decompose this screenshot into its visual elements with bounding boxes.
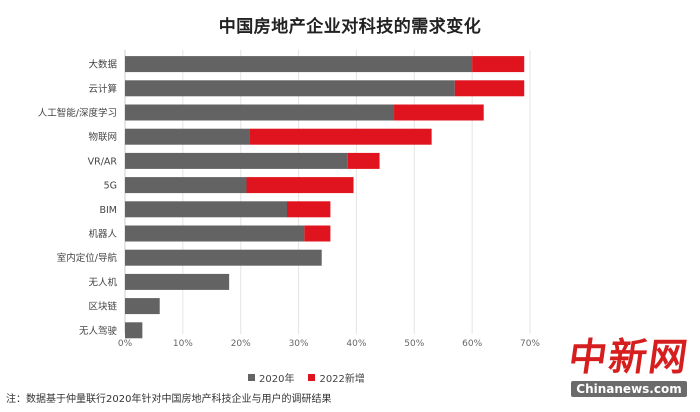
bar-2020 — [125, 104, 395, 121]
bar-2020 — [125, 56, 473, 73]
bar-2020 — [125, 152, 348, 169]
y-tick-label: 物联网 — [88, 131, 117, 143]
watermark-url: Chinanews.com — [571, 381, 687, 397]
x-tick-label: 10% — [173, 339, 193, 349]
watermark: 中新网 Chinanews.com — [565, 334, 693, 406]
x-tick-label: 60% — [462, 339, 482, 349]
y-tick-label: 云计算 — [88, 83, 117, 95]
y-tick-label: 机器人 — [88, 228, 117, 240]
legend-swatch-2022 — [308, 374, 316, 381]
legend-item-2022: 2022新增 — [308, 370, 365, 385]
y-tick-label: BIM — [99, 205, 117, 216]
bar-2022-added — [249, 128, 432, 145]
bar-2022-added — [304, 225, 331, 242]
bar-chart: 0% 10% 20% 30% 40% 50% 60% 70% 大数据云计算人工智能/深度学习物联… — [38, 50, 540, 349]
bar-2020 — [125, 177, 247, 194]
legend-item-2020: 2020年 — [248, 370, 294, 385]
y-tick-label: VR/AR — [88, 156, 118, 167]
watermark-logo: 中新网 — [565, 334, 693, 379]
legend: 2020年 2022新增 — [248, 370, 365, 385]
legend-swatch-2020 — [248, 374, 255, 381]
bar-2022-added — [472, 56, 525, 73]
y-tick-label: 大数据 — [88, 59, 117, 71]
bar-2020 — [125, 322, 143, 339]
x-tick-label: 70% — [520, 339, 540, 349]
bar-2020 — [125, 80, 455, 97]
footnote: 注：数据基于仲量联行2020年针对中国房地产科技企业与用户的调研结果 — [6, 394, 332, 405]
bar-2022-added — [347, 152, 380, 169]
bar-2020 — [125, 225, 305, 242]
bar-2020 — [125, 298, 160, 315]
bar-2022-added — [454, 80, 525, 97]
y-tick-label: 无人机 — [88, 276, 117, 288]
bar-2020 — [125, 249, 322, 266]
x-tick-label: 50% — [404, 339, 424, 349]
y-tick-label: 室内定位/导航 — [57, 252, 118, 264]
bar-2020 — [125, 128, 250, 145]
chart-title: 中国房地产企业对科技的需求变化 — [218, 17, 482, 37]
x-tick-label: 0% — [118, 339, 133, 349]
y-tick-label: 人工智能/深度学习 — [38, 107, 117, 119]
bar-2020 — [125, 273, 230, 290]
bar-2022-added — [394, 104, 484, 121]
y-tick-label: 无人驾驶 — [79, 325, 118, 337]
bar-2022-added — [287, 201, 331, 218]
bar-2022-added — [246, 177, 354, 194]
y-tick-label: 区块链 — [88, 301, 117, 313]
x-tick-label: 20% — [231, 339, 251, 349]
x-tick-label: 40% — [346, 339, 366, 349]
legend-label-2020: 2020年 — [259, 374, 295, 385]
bar-2020 — [125, 201, 287, 218]
y-tick-label: 5G — [104, 181, 117, 192]
legend-label-2022: 2022新增 — [319, 374, 365, 385]
x-tick-label: 30% — [289, 339, 309, 349]
